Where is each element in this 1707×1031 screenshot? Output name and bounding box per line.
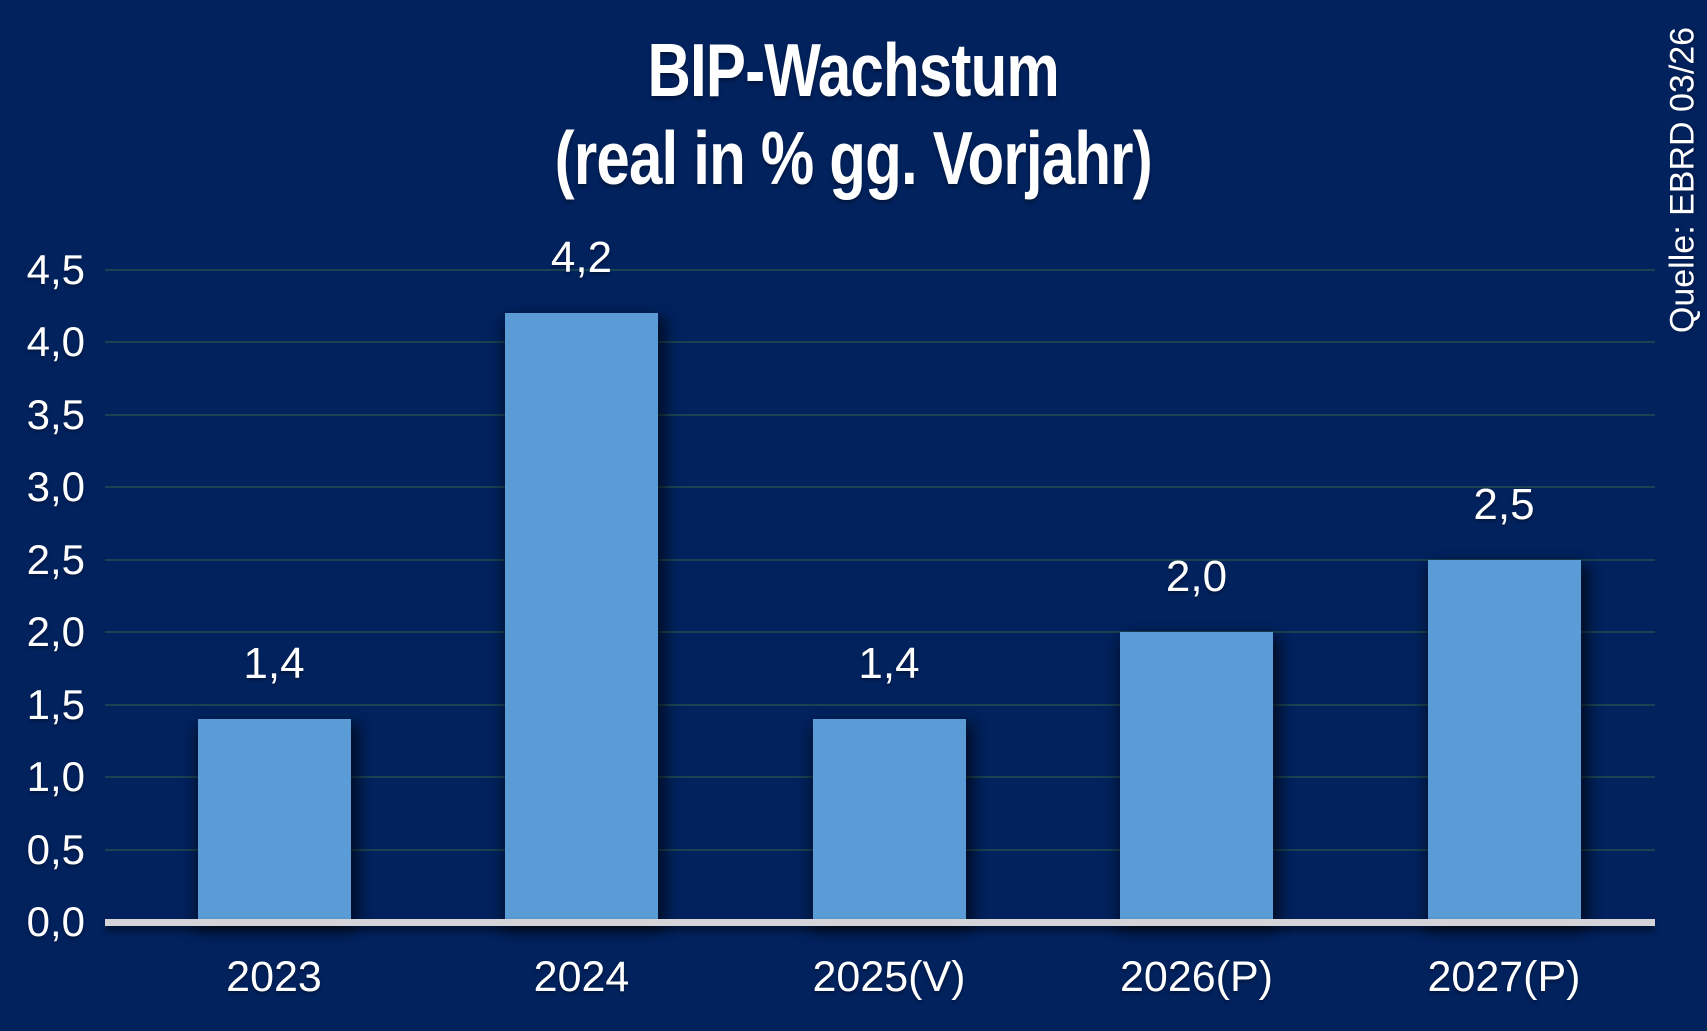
bar-value-label: 4,2	[550, 233, 613, 283]
gridline	[105, 703, 1655, 706]
y-axis-tick-label: 3,0	[26, 463, 85, 511]
x-axis-label: 2027(P)	[1427, 953, 1581, 1001]
x-axis-label: 2024	[533, 953, 630, 1001]
x-axis-baseline	[105, 919, 1655, 926]
gridline	[105, 631, 1655, 634]
y-axis-tick-label: 0,5	[26, 825, 85, 873]
gridline	[105, 558, 1655, 561]
y-axis-tick-label: 4,0	[26, 318, 85, 366]
bar-value-label: 1,4	[858, 639, 920, 689]
y-axis-tick-label: 2,0	[26, 608, 85, 656]
bar-value-label: 1,4	[243, 639, 305, 689]
gridline	[105, 269, 1655, 271]
source-note: Quelle: EBRD 03/26	[1663, 26, 1702, 334]
gridline	[105, 486, 1655, 489]
y-axis-tick-label: 0,0	[26, 898, 85, 945]
bar-2025(V)	[812, 719, 966, 920]
chart-title-line-1: BIP-Wachstum	[647, 28, 1060, 112]
chart-title: BIP-Wachstum (real in % gg. Vorjahr)	[0, 26, 1707, 202]
gridline	[105, 341, 1655, 344]
x-axis-label: 2026(P)	[1120, 953, 1273, 1001]
y-axis-tick-label: 1,0	[26, 753, 85, 801]
chart-title-line-2: (real in % gg. Vorjahr)	[554, 116, 1153, 200]
bar-2027(P)	[1427, 559, 1581, 920]
gridline	[105, 413, 1655, 416]
bar-2026(P)	[1120, 632, 1273, 920]
x-axis-label: 2023	[226, 953, 322, 1001]
bar-value-label: 2,0	[1165, 552, 1228, 602]
x-axis-label: 2025(V)	[812, 953, 966, 1001]
bar-value-label: 2,5	[1473, 479, 1535, 529]
bar-2024	[505, 313, 658, 920]
y-axis-tick-label: 3,5	[26, 390, 85, 438]
y-axis-tick-label: 4,5	[26, 246, 85, 293]
bar-2023	[197, 719, 351, 920]
y-axis-tick-label: 2,5	[26, 535, 85, 583]
y-axis-tick-label: 1,5	[26, 680, 85, 728]
